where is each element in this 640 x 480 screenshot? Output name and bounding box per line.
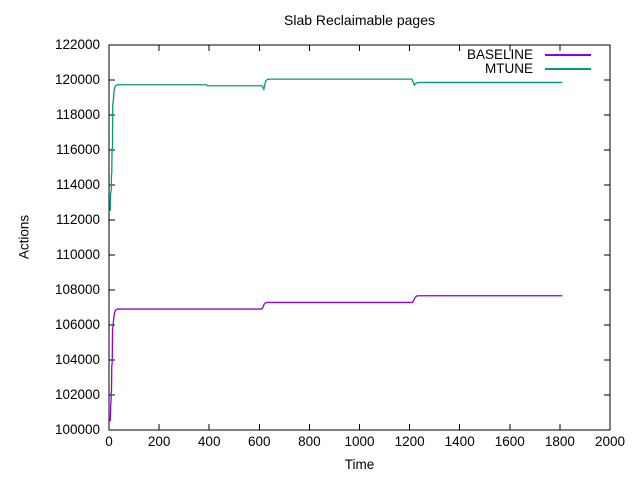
legend-entry-mtune: MTUNE (467, 62, 591, 76)
y-tick-label: 116000 (55, 142, 100, 157)
legend: BASELINE MTUNE (467, 48, 591, 76)
legend-entry-baseline: BASELINE (467, 48, 591, 62)
legend-line-mtune (545, 68, 591, 70)
y-tick-label: 120000 (54, 72, 100, 87)
x-axis-title: Time (344, 457, 375, 472)
x-tick-label: 400 (197, 434, 221, 449)
y-tick-label: 100000 (54, 422, 100, 437)
x-tick-label: 600 (248, 434, 271, 449)
x-tick-label: 1000 (344, 434, 375, 449)
y-tick-label: 108000 (54, 282, 100, 297)
y-tick-label: 106000 (54, 317, 100, 332)
y-tick-label: 114000 (55, 177, 100, 192)
chart-title: Slab Reclaimable pages (284, 12, 435, 28)
y-tick-label: 102000 (54, 387, 100, 402)
x-tick-label: 200 (147, 434, 171, 449)
x-tick-label: 1400 (444, 434, 475, 449)
x-tick-label: 1800 (544, 434, 575, 449)
legend-label-mtune: MTUNE (485, 61, 533, 76)
legend-line-baseline (545, 54, 591, 56)
x-tick-label: 0 (105, 434, 113, 449)
x-tick-label: 1600 (494, 434, 525, 449)
series-line-mtune (109, 78, 563, 211)
x-tick-label: 800 (298, 434, 321, 449)
x-tick-label: 1200 (394, 434, 425, 449)
y-tick-label: 112000 (55, 212, 100, 227)
y-tick-label: 110000 (55, 247, 100, 262)
y-tick-label: 118000 (55, 107, 100, 122)
x-tick-label: 2000 (594, 434, 626, 449)
legend-label-baseline: BASELINE (466, 47, 533, 62)
series-line-baseline (109, 295, 563, 422)
plot-border (108, 44, 611, 431)
y-tick-label: 122000 (54, 37, 100, 52)
y-tick-label: 104000 (54, 352, 100, 367)
